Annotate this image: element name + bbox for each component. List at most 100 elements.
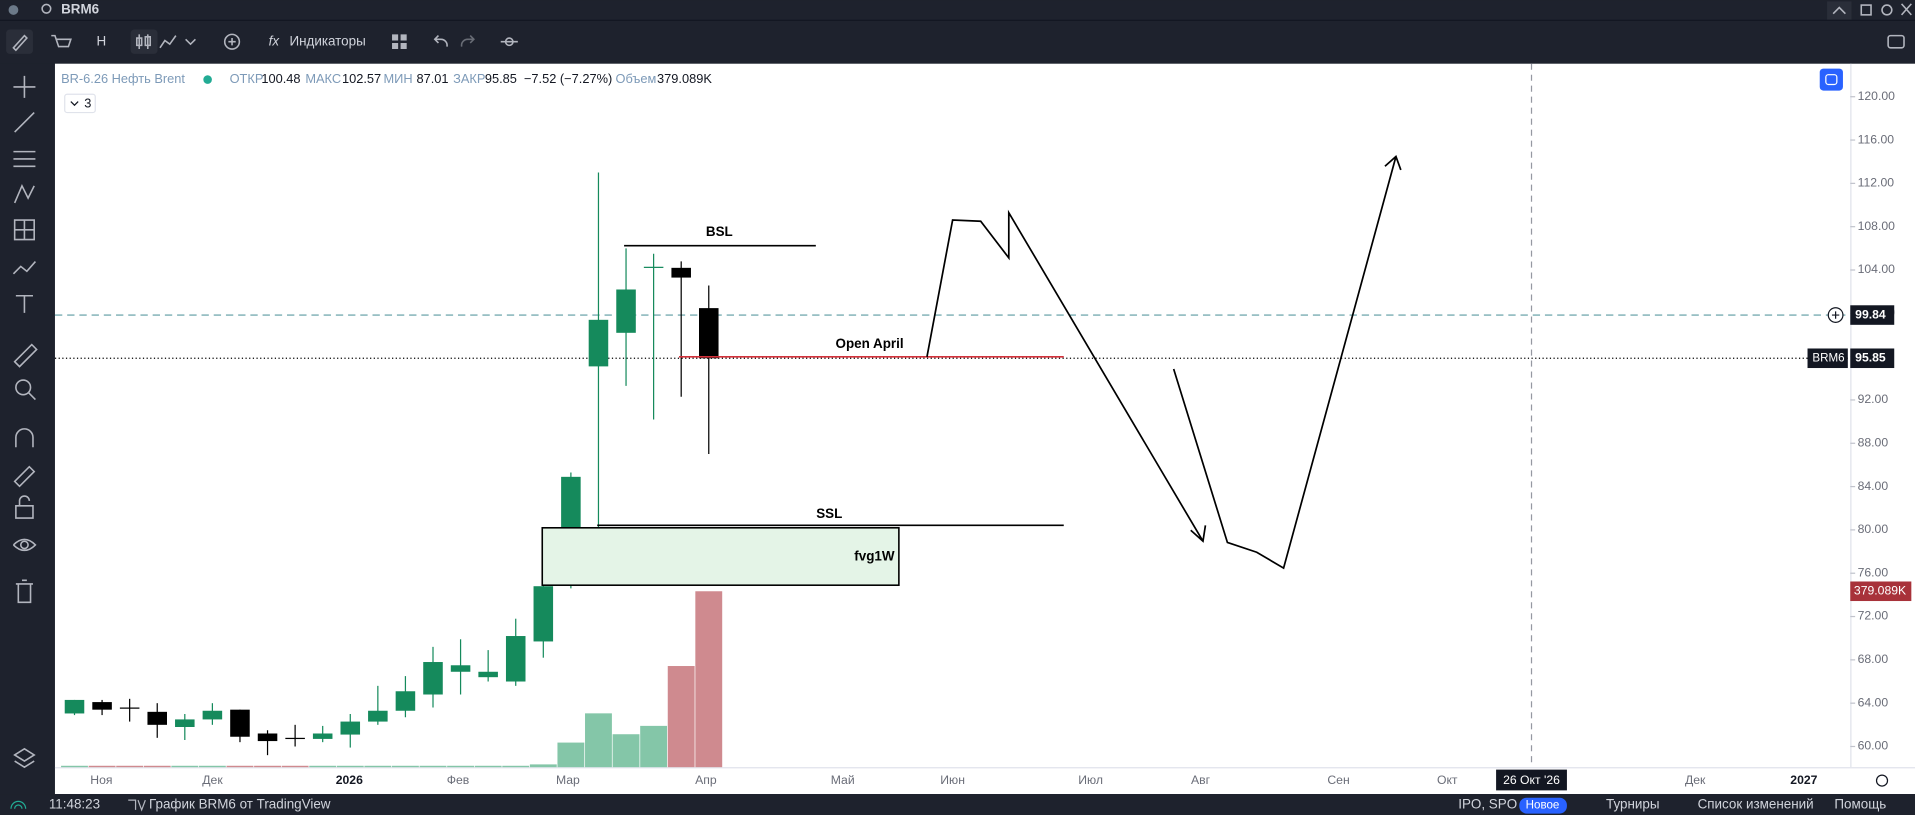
ruler-tool[interactable]: [13, 343, 38, 368]
search-icon[interactable]: [41, 3, 52, 14]
fib-tool[interactable]: [13, 150, 36, 168]
volume-label-box: [1850, 581, 1912, 602]
indicators-button[interactable]: Индикаторы: [289, 33, 365, 48]
scenario-arrow-up[interactable]: [1172, 155, 1402, 570]
interval-button[interactable]: H: [97, 33, 107, 48]
contests-link[interactable]: Турниры: [1606, 797, 1660, 812]
volume-bar: [61, 765, 88, 768]
legend-toggle[interactable]: [64, 93, 96, 114]
open-april-label: Open April: [836, 336, 904, 351]
candle-body: [202, 710, 223, 720]
x-tick-label: Мар: [556, 773, 580, 787]
x-tick-label: Сен: [1327, 773, 1349, 787]
auto-scale-button[interactable]: [1819, 68, 1843, 91]
x-tick-label: Ноя: [90, 773, 112, 787]
volume-bar: [226, 765, 254, 768]
candles-button[interactable]: [130, 29, 158, 54]
candle-body: [312, 733, 333, 739]
volume-bar: [502, 765, 530, 768]
x-tick-label: Июн: [940, 773, 965, 787]
volume-bar: [336, 765, 364, 768]
y-tick-label: 108.00: [1858, 219, 1896, 233]
chevron: [70, 101, 79, 107]
symbol-search[interactable]: BRM6: [61, 2, 99, 17]
candle-body: [92, 702, 112, 710]
volume-bar: [116, 765, 144, 768]
trash-tool[interactable]: [15, 579, 33, 604]
candle-body: [588, 319, 609, 367]
low-label: МИН: [383, 71, 412, 86]
candle-body: [257, 733, 278, 742]
window-button[interactable]: [1860, 4, 1872, 16]
volume-bar: [254, 765, 281, 768]
compare-button[interactable]: [223, 33, 241, 50]
chart-link[interactable]: График BRM6 от TradingView: [149, 797, 331, 812]
pencil-icon: [12, 34, 28, 52]
undo-button[interactable]: [433, 35, 448, 47]
symbol-label-box: [1807, 348, 1848, 369]
y-tick-label: 88.00: [1858, 435, 1889, 449]
projection-tool[interactable]: [13, 219, 35, 241]
volume-bar: [171, 765, 199, 768]
candles-icon: [135, 34, 152, 50]
layers-button[interactable]: [13, 747, 36, 769]
trendline-tool[interactable]: [14, 111, 35, 133]
candle-body: [230, 709, 250, 737]
replay-button[interactable]: [500, 37, 518, 47]
fvg-zone[interactable]: [541, 527, 900, 586]
y-tick-label: 64.00: [1858, 695, 1889, 709]
snapshot-button[interactable]: [1887, 34, 1905, 49]
status-dot: [203, 75, 212, 84]
changelog-link[interactable]: Список изменений: [1698, 797, 1814, 812]
volume-bar: [667, 666, 695, 768]
chart-type-icon[interactable]: [159, 35, 177, 49]
new-badge: [1519, 797, 1567, 814]
volume-bar: [198, 765, 226, 768]
candle-body: [285, 737, 305, 740]
y-tick-label: 120.00: [1858, 89, 1896, 103]
price-label-box: [1850, 348, 1895, 369]
hide-tool[interactable]: [12, 538, 37, 552]
help-link[interactable]: Помощь: [1834, 797, 1886, 812]
magnet-tool[interactable]: [15, 428, 34, 448]
ipo-link[interactable]: IPO, SPO: [1458, 797, 1517, 812]
volume-bar: [585, 713, 612, 768]
bsl-label: BSL: [706, 224, 733, 239]
lock-tool[interactable]: [15, 495, 34, 519]
y-tick-label: 80.00: [1858, 522, 1889, 536]
ssl-label: SSL: [816, 506, 842, 521]
redo-button[interactable]: [460, 35, 475, 47]
candle-body: [643, 266, 664, 268]
price-label-box: [1850, 305, 1895, 325]
y-tick-label: 84.00: [1858, 479, 1889, 493]
candle-body: [175, 719, 195, 727]
x-tick-label: Авг: [1191, 773, 1211, 787]
x-tick-label: Дек: [202, 773, 223, 787]
open-value: 100.48: [261, 71, 300, 86]
pattern-tool[interactable]: [13, 183, 35, 204]
auto-scale-icon: [1825, 74, 1838, 86]
text-tool[interactable]: [15, 294, 33, 313]
layouts-button[interactable]: [392, 34, 407, 50]
x-tick-label: Июл: [1078, 773, 1103, 787]
crosshair-time-label: 26 Окт '26: [1503, 773, 1560, 787]
collapse-button[interactable]: [1827, 1, 1852, 20]
x-tick-label: Дек: [1685, 773, 1706, 787]
candle-body: [505, 636, 526, 682]
close-button[interactable]: [1900, 3, 1912, 16]
zoom-tool[interactable]: [15, 379, 36, 401]
crosshair-tool[interactable]: [13, 75, 36, 98]
volume-bar: [474, 765, 502, 768]
cart-icon[interactable]: [51, 34, 72, 48]
axis-settings[interactable]: [1875, 774, 1889, 787]
volume-bar: [695, 591, 723, 768]
brush-tool[interactable]: [12, 261, 37, 275]
draw-mode-tool[interactable]: [13, 465, 36, 488]
settings-button[interactable]: [1881, 4, 1893, 16]
dropdown-icon[interactable]: [185, 38, 196, 46]
crosshair-time-box: [1496, 769, 1567, 791]
price-label: 95.85: [1855, 350, 1886, 364]
scenario-arrow-down[interactable]: [926, 209, 1207, 543]
